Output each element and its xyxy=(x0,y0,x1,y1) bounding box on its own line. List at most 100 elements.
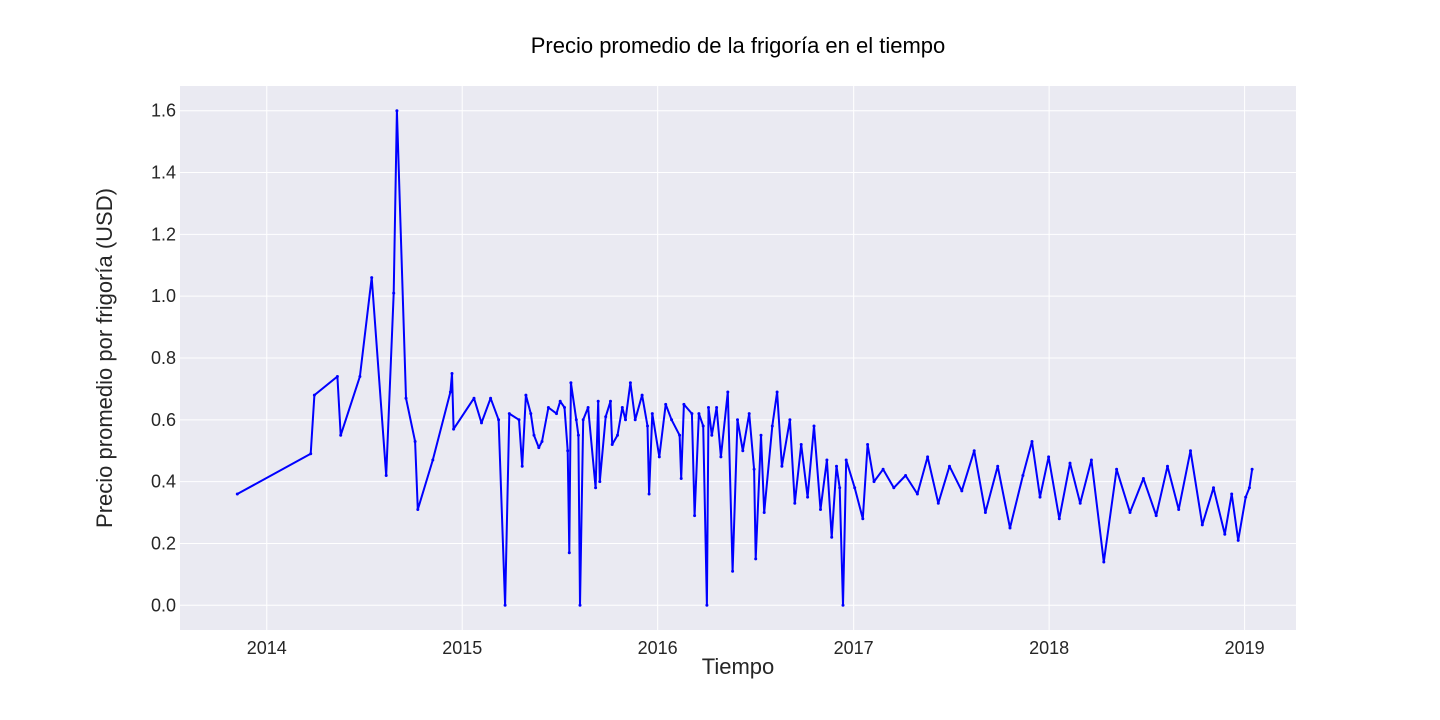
data-point xyxy=(844,458,848,462)
data-point xyxy=(838,486,842,490)
data-point xyxy=(576,433,580,437)
data-point xyxy=(370,276,374,280)
data-point xyxy=(450,372,454,375)
data-point xyxy=(569,381,573,385)
data-point xyxy=(904,474,908,477)
data-point xyxy=(335,375,339,378)
data-point xyxy=(596,399,600,403)
data-point xyxy=(762,511,766,514)
data-point xyxy=(640,393,644,397)
data-point xyxy=(775,390,779,394)
data-point xyxy=(830,535,834,539)
data-point xyxy=(558,399,562,403)
data-point xyxy=(948,464,951,468)
data-point xyxy=(1141,477,1145,480)
data-point xyxy=(726,390,730,394)
data-point xyxy=(1154,514,1158,518)
data-point xyxy=(480,421,483,425)
data-point xyxy=(707,406,710,409)
data-point xyxy=(604,415,608,419)
data-point xyxy=(780,464,784,468)
data-point xyxy=(1038,495,1042,499)
data-point xyxy=(633,418,637,422)
data-point xyxy=(736,418,739,422)
data-point xyxy=(926,455,930,459)
data-point xyxy=(497,418,501,422)
chart-title: Precio promedio de la frigoría en el tie… xyxy=(531,33,946,58)
data-point xyxy=(819,508,822,511)
data-point xyxy=(1212,486,1215,490)
x-tick-label: 2018 xyxy=(1029,638,1069,658)
data-point xyxy=(404,396,408,400)
data-point xyxy=(1223,532,1227,536)
data-point xyxy=(983,511,987,514)
data-point xyxy=(392,291,396,295)
data-point xyxy=(616,433,619,437)
x-tick-label: 2019 xyxy=(1225,638,1265,658)
data-point xyxy=(657,455,661,459)
data-point xyxy=(472,396,476,400)
data-point xyxy=(701,424,705,428)
data-point xyxy=(1244,495,1248,499)
data-point xyxy=(892,486,896,490)
data-point xyxy=(620,406,624,409)
data-point xyxy=(759,433,763,437)
x-tick-label: 2017 xyxy=(834,638,874,658)
data-point xyxy=(537,446,541,450)
data-point xyxy=(1102,560,1106,564)
data-point xyxy=(664,402,668,406)
x-tick-label: 2016 xyxy=(638,638,678,658)
data-point xyxy=(679,477,683,480)
data-point xyxy=(1247,486,1251,490)
x-tick-label: 2015 xyxy=(442,638,482,658)
data-point xyxy=(682,402,686,406)
data-point xyxy=(835,464,838,468)
data-point xyxy=(1115,467,1119,471)
data-point xyxy=(1177,508,1181,511)
data-point xyxy=(520,464,524,468)
y-axis-title: Precio promedio por frigoría (USD) xyxy=(92,188,117,528)
data-point xyxy=(872,480,876,484)
data-point xyxy=(1068,461,1072,465)
data-point xyxy=(574,418,578,422)
data-point xyxy=(853,486,857,490)
data-point xyxy=(754,557,758,561)
data-point xyxy=(646,424,649,428)
data-point xyxy=(339,433,343,437)
x-axis-ticks: 2014 2015 2016 2017 2018 2019 xyxy=(247,638,1265,658)
data-point xyxy=(431,458,435,462)
data-point xyxy=(1021,474,1025,477)
y-tick-label: 1.6 xyxy=(151,101,176,121)
data-point xyxy=(731,569,735,573)
data-point xyxy=(936,501,940,505)
data-point xyxy=(693,514,697,518)
data-point xyxy=(489,396,493,400)
data-point xyxy=(770,424,774,428)
data-point xyxy=(529,412,533,416)
data-point xyxy=(697,412,701,416)
data-point xyxy=(452,427,456,431)
data-point xyxy=(866,443,870,446)
data-point xyxy=(594,486,598,490)
data-point xyxy=(960,489,964,493)
data-point xyxy=(546,406,550,409)
data-point xyxy=(532,433,536,437)
data-point xyxy=(628,381,632,385)
data-point xyxy=(609,399,612,403)
data-point xyxy=(710,433,714,437)
data-point xyxy=(812,424,816,428)
data-point xyxy=(678,433,682,437)
data-point xyxy=(1057,517,1061,521)
y-tick-label: 1.0 xyxy=(151,286,176,306)
data-point xyxy=(555,412,558,416)
data-point xyxy=(578,603,582,607)
data-point xyxy=(586,406,590,409)
data-point xyxy=(309,452,313,456)
data-point xyxy=(972,449,976,453)
data-point xyxy=(624,418,627,422)
y-tick-label: 0.0 xyxy=(151,595,176,615)
data-point xyxy=(503,603,507,607)
data-point xyxy=(670,418,674,422)
